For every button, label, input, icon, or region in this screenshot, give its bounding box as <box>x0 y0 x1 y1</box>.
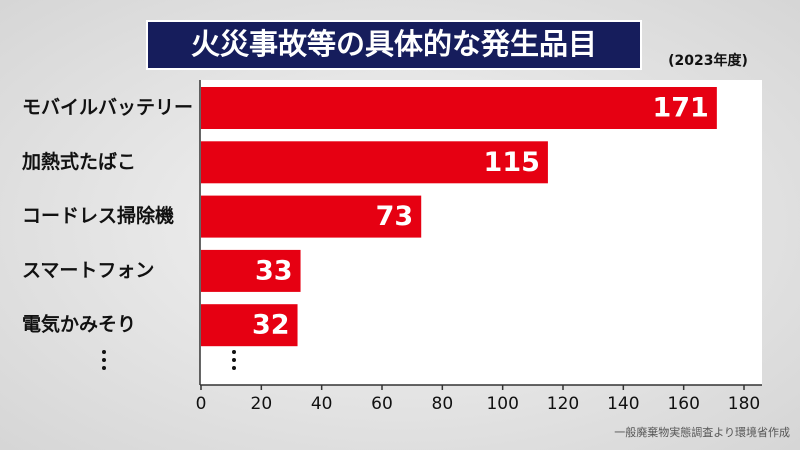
bar <box>201 141 548 184</box>
x-tick-label: 80 <box>432 394 454 414</box>
category-label: スマートフォン <box>22 259 154 281</box>
category-label: コードレス掃除機 <box>22 204 174 227</box>
bar <box>201 195 422 238</box>
value-label: 32 <box>252 310 290 341</box>
x-tick-label: 160 <box>667 394 699 414</box>
chart-title: 火災事故等の具体的な発生品目 <box>191 27 597 61</box>
x-tick-label: 180 <box>728 394 760 414</box>
category-label: 加熱式たばこ <box>21 150 136 173</box>
x-tick-label: 100 <box>486 394 518 414</box>
title-box <box>146 20 642 70</box>
x-tick-label: 20 <box>251 394 273 414</box>
category-label: 電気かみそり <box>22 313 136 336</box>
x-tick-label: 60 <box>371 394 393 414</box>
category-label: モバイルバッテリー <box>22 97 193 119</box>
value-label: 73 <box>376 201 414 232</box>
x-tick-label: 40 <box>311 394 333 414</box>
subtitle: (2023年度) <box>668 52 748 69</box>
value-label: 115 <box>484 147 540 178</box>
bar <box>201 249 301 292</box>
bar <box>201 87 717 129</box>
x-tick-label: 0 <box>196 394 207 414</box>
value-label: 171 <box>652 93 708 124</box>
value-label: 33 <box>255 255 293 286</box>
x-tick-label: 120 <box>547 394 579 414</box>
source: 一般廃棄物実態調査より環境省作成 <box>614 425 790 439</box>
x-tick-label: 140 <box>607 394 639 414</box>
bar <box>201 304 298 347</box>
ellipsis <box>102 350 236 370</box>
